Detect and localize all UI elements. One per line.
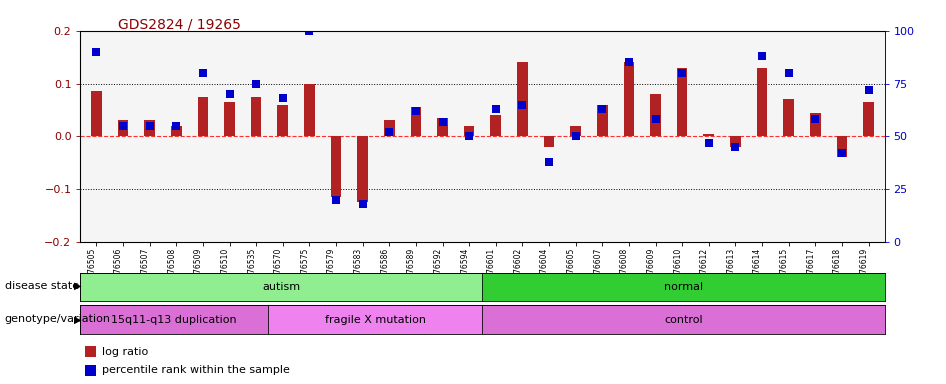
Point	[462, 133, 477, 139]
Bar	[358, 136, 368, 202]
Bar	[810, 113, 820, 136]
Point	[89, 49, 104, 55]
Bar	[482, 305, 885, 334]
Bar	[277, 105, 289, 136]
Point	[622, 60, 637, 66]
Point	[648, 116, 663, 122]
Point	[168, 123, 184, 129]
Bar	[91, 91, 102, 136]
Point	[861, 87, 876, 93]
Bar	[117, 121, 129, 136]
Point	[249, 81, 264, 87]
Point	[488, 106, 503, 112]
Bar	[482, 273, 885, 301]
Bar	[384, 121, 394, 136]
Bar	[836, 136, 848, 157]
Bar	[730, 136, 741, 147]
Bar	[570, 126, 581, 136]
Text: genotype/variation: genotype/variation	[5, 314, 111, 324]
Bar	[704, 134, 714, 136]
Bar	[623, 63, 634, 136]
Point	[674, 70, 690, 76]
Text: disease state: disease state	[5, 281, 79, 291]
Point	[808, 116, 823, 122]
Point	[302, 28, 317, 34]
Point	[355, 201, 370, 207]
Point	[222, 91, 237, 97]
Text: ▶: ▶	[74, 281, 81, 291]
Bar	[171, 126, 182, 136]
Point	[142, 123, 157, 129]
Bar	[331, 136, 342, 197]
Bar	[544, 136, 554, 147]
Bar	[251, 97, 261, 136]
Point	[781, 70, 797, 76]
Point	[195, 70, 210, 76]
Bar	[863, 102, 874, 136]
Bar	[597, 105, 607, 136]
Text: percentile rank within the sample: percentile rank within the sample	[101, 365, 289, 375]
Bar	[304, 84, 315, 136]
Text: fragile X mutation: fragile X mutation	[324, 314, 426, 325]
Bar	[783, 99, 794, 136]
Point	[569, 133, 584, 139]
Bar	[85, 365, 96, 376]
Bar	[464, 126, 475, 136]
Text: 15q11-q13 duplication: 15q11-q13 duplication	[112, 314, 237, 325]
Text: log ratio: log ratio	[101, 347, 148, 357]
Point	[834, 150, 850, 156]
Point	[755, 53, 770, 59]
Bar	[757, 68, 767, 136]
Text: normal: normal	[664, 282, 703, 292]
Text: autism: autism	[262, 282, 301, 292]
Bar	[145, 121, 155, 136]
Point	[435, 118, 450, 124]
Point	[381, 129, 396, 135]
Point	[727, 144, 743, 150]
Bar	[676, 68, 688, 136]
Point	[701, 140, 716, 146]
Bar	[85, 346, 96, 357]
Bar	[437, 118, 447, 136]
Point	[115, 123, 131, 129]
Point	[595, 106, 610, 112]
Bar	[198, 97, 208, 136]
Bar	[650, 94, 661, 136]
Point	[409, 108, 424, 114]
Text: GDS2824 / 19265: GDS2824 / 19265	[118, 17, 241, 31]
Bar	[517, 63, 528, 136]
Bar	[80, 273, 482, 301]
Bar	[490, 115, 501, 136]
Point	[515, 102, 530, 108]
Point	[328, 197, 343, 203]
Bar	[411, 107, 421, 136]
Point	[541, 159, 556, 165]
Bar	[224, 102, 235, 136]
Point	[275, 95, 290, 101]
Text: control: control	[664, 314, 703, 325]
Bar	[268, 305, 482, 334]
Bar	[80, 305, 268, 334]
Text: ▶: ▶	[74, 314, 81, 324]
